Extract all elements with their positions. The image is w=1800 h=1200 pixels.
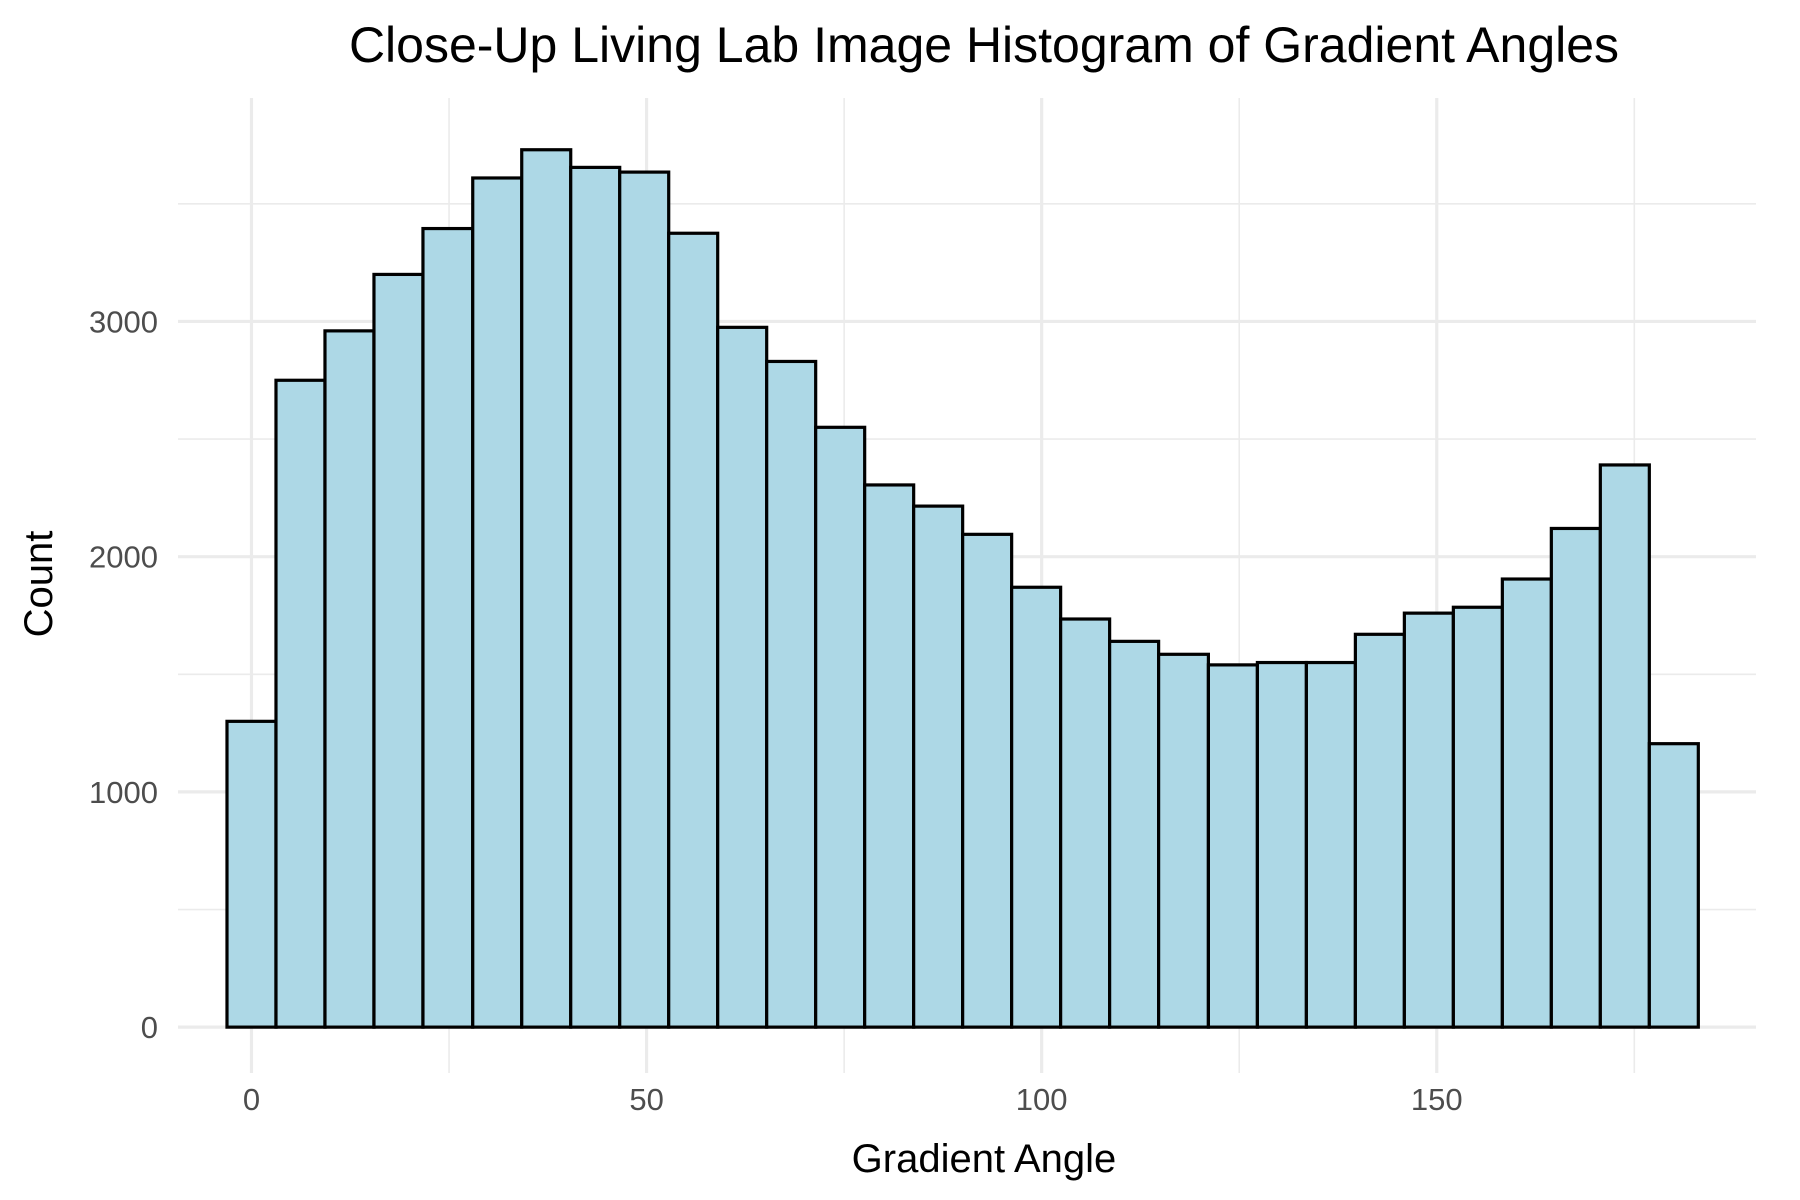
- histogram-bar: [421, 226, 475, 1029]
- histogram-bar: [1549, 526, 1602, 1029]
- histogram-bar: [1206, 663, 1259, 1029]
- histogram-bar: [323, 329, 376, 1029]
- histogram-bar: [912, 504, 965, 1029]
- tick-labels: 0 50 100 150 0 1000 2000 3000: [89, 304, 1463, 1117]
- histogram-bar: [569, 165, 622, 1029]
- histogram-bar: [1647, 742, 1700, 1029]
- y-tick-label: 1000: [89, 775, 158, 810]
- histogram-bar: [372, 272, 425, 1029]
- histogram-bar: [618, 170, 671, 1029]
- histogram-bar: [274, 378, 327, 1029]
- histogram-bar: [471, 176, 524, 1029]
- histogram-bar: [765, 359, 818, 1029]
- histogram-bar: [814, 425, 867, 1029]
- histogram-bar: [1598, 463, 1651, 1029]
- x-tick-label: 0: [243, 1082, 260, 1117]
- histogram-bars: [225, 148, 1700, 1029]
- histogram-bar: [716, 325, 769, 1029]
- x-tick-label: 100: [1016, 1082, 1068, 1117]
- histogram-bar: [961, 532, 1014, 1029]
- y-axis-label: Count: [17, 531, 61, 638]
- y-tick-label: 3000: [89, 304, 158, 339]
- histogram-bar: [1010, 585, 1063, 1029]
- x-axis-label: Gradient Angle: [852, 1137, 1117, 1181]
- chart-title: Close-Up Living Lab Image Histogram of G…: [349, 17, 1619, 73]
- histogram-bar: [1255, 660, 1308, 1029]
- histogram-bar: [1500, 577, 1553, 1029]
- x-tick-label: 150: [1411, 1082, 1463, 1117]
- histogram-bar: [1059, 617, 1112, 1029]
- histogram-bar: [1451, 605, 1504, 1029]
- histogram-bar: [1304, 660, 1357, 1029]
- histogram-bar: [1353, 632, 1406, 1029]
- histogram-bar: [1157, 652, 1211, 1029]
- histogram-bar: [863, 483, 916, 1029]
- x-tick-label: 50: [629, 1082, 663, 1117]
- y-tick-label: 0: [141, 1010, 158, 1045]
- histogram-bar: [1402, 611, 1455, 1029]
- histogram-bar: [225, 719, 278, 1029]
- histogram-bar: [1108, 639, 1161, 1029]
- histogram-bar: [520, 148, 573, 1029]
- y-tick-label: 2000: [89, 540, 158, 575]
- histogram-bar: [667, 231, 720, 1029]
